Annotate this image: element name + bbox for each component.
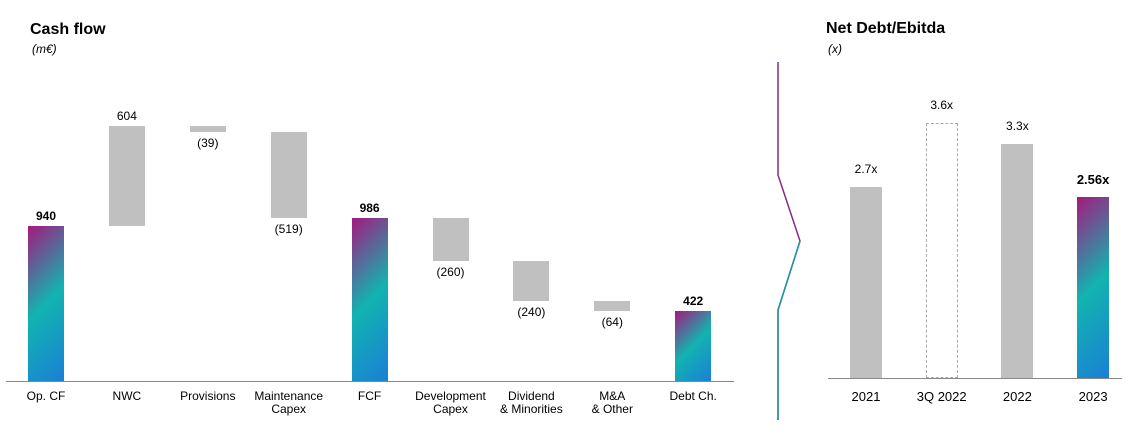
bar [189, 126, 226, 133]
chart-subtitle: (x) [828, 42, 842, 56]
x-axis [6, 381, 734, 382]
data-label: (260) [436, 265, 465, 280]
total-bar [351, 218, 388, 381]
data-label: 2.7x [854, 161, 878, 176]
data-label: (519) [274, 222, 303, 237]
bar [850, 186, 882, 378]
x-tick-label: NWC [112, 389, 142, 403]
data-label: (64) [601, 315, 623, 330]
x-tick-label: Dividend & Minorities [500, 389, 563, 416]
bar [513, 261, 550, 301]
bar [1001, 144, 1034, 378]
bar [1077, 196, 1110, 378]
x-tick-label: 2022 [1002, 389, 1032, 404]
data-label: 940 [35, 208, 57, 223]
chart-subtitle: (m€) [32, 42, 57, 56]
data-label: 3.6x [930, 98, 954, 112]
x-tick-label: Maintenance Capex [254, 389, 324, 416]
x-tick-label: 3Q 2022 [916, 389, 967, 404]
x-tick-label: Development Capex [415, 389, 486, 416]
divider [777, 62, 801, 420]
x-tick-label: FCF [357, 389, 382, 403]
bar [108, 126, 145, 226]
data-label: 604 [116, 109, 137, 123]
x-tick-label: M&A & Other [591, 389, 633, 416]
total-bar [28, 225, 64, 381]
x-axis [828, 378, 1122, 379]
x-tick-label: Debt Ch. [669, 389, 717, 403]
data-label: (39) [197, 136, 219, 151]
x-tick-label: Op. CF [26, 389, 66, 403]
bar [925, 123, 958, 378]
x-tick-label: Provisions [180, 389, 236, 403]
chart-title: Cash flow [30, 21, 106, 38]
data-label: 422 [683, 294, 704, 309]
data-label: 986 [359, 201, 380, 216]
x-tick-label: 2023 [1078, 389, 1108, 404]
bar [270, 132, 307, 219]
chart-title: Net Debt/Ebitda [826, 20, 946, 37]
x-tick-label: 2021 [851, 389, 881, 404]
bar [594, 300, 631, 312]
total-bar [675, 311, 712, 381]
data-label: 2.56x [1076, 171, 1110, 187]
data-label: (240) [517, 304, 546, 319]
data-label: 3.3x [1006, 119, 1029, 134]
bar [432, 218, 469, 262]
